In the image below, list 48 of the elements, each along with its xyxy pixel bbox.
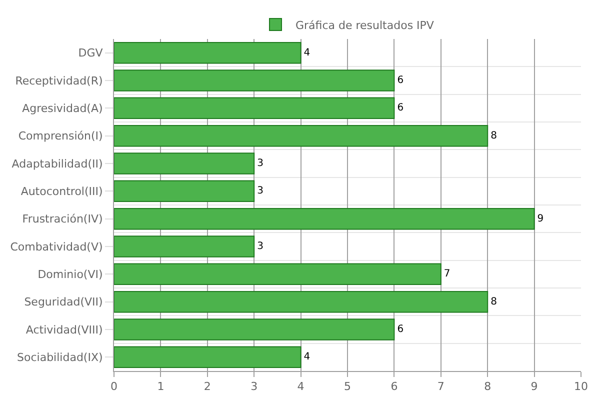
data-label: 6 xyxy=(397,75,404,86)
y-tick-label: Seguridad(VII) xyxy=(24,296,103,309)
x-tick-label: 7 xyxy=(437,380,444,394)
x-tick-label: 4 xyxy=(297,380,304,394)
bar xyxy=(114,97,395,120)
data-label: 6 xyxy=(397,102,404,114)
bar xyxy=(114,42,302,64)
legend-label: Gráfica de resultados IPV xyxy=(296,18,434,32)
bar xyxy=(114,318,395,340)
bar xyxy=(114,152,255,174)
bar xyxy=(114,290,488,313)
x-tick-label: 9 xyxy=(530,380,538,394)
x-tick-label: 6 xyxy=(390,380,398,394)
x-tick-label: 1 xyxy=(157,380,164,394)
data-label: 6 xyxy=(397,324,404,336)
bar xyxy=(114,346,302,368)
data-label: 3 xyxy=(257,186,264,197)
y-tick-label: Receptividad(R) xyxy=(15,74,103,88)
bar xyxy=(114,236,255,258)
y-tick-label: Actividad(VIII) xyxy=(26,323,103,336)
x-tick-label: 10 xyxy=(574,380,588,394)
y-tick-label: Frustración(IV) xyxy=(22,212,103,226)
data-label: 9 xyxy=(537,213,544,224)
bar xyxy=(114,208,535,230)
data-label: 7 xyxy=(444,268,450,280)
y-tick-label: DGV xyxy=(78,46,104,60)
x-tick-label: 8 xyxy=(484,380,492,394)
y-tick-label: Autocontrol(III) xyxy=(20,185,103,198)
y-tick-label: Sociabilidad(IX) xyxy=(17,351,103,364)
data-label: 8 xyxy=(490,296,497,308)
x-tick-label: 0 xyxy=(110,380,118,394)
data-label: 3 xyxy=(257,158,264,170)
bar xyxy=(114,180,255,202)
x-tick-label: 2 xyxy=(204,380,211,394)
y-tick-label: Agresividad(A) xyxy=(22,102,103,116)
data-label: 4 xyxy=(304,352,310,363)
data-label: 4 xyxy=(304,47,310,58)
x-tick-label: 5 xyxy=(344,380,351,394)
bar xyxy=(114,263,442,286)
y-tick-label: Combatividad(V) xyxy=(10,240,103,254)
y-tick-label: Dominio(VI) xyxy=(38,268,103,282)
data-label: 3 xyxy=(257,241,264,252)
x-tick-label: 3 xyxy=(250,380,258,394)
data-label: 8 xyxy=(490,130,497,142)
y-tick-label: Adaptabilidad(II) xyxy=(12,157,103,170)
y-tick-label: Comprensión(I) xyxy=(18,130,103,143)
bar xyxy=(114,124,488,147)
bar xyxy=(114,70,395,92)
